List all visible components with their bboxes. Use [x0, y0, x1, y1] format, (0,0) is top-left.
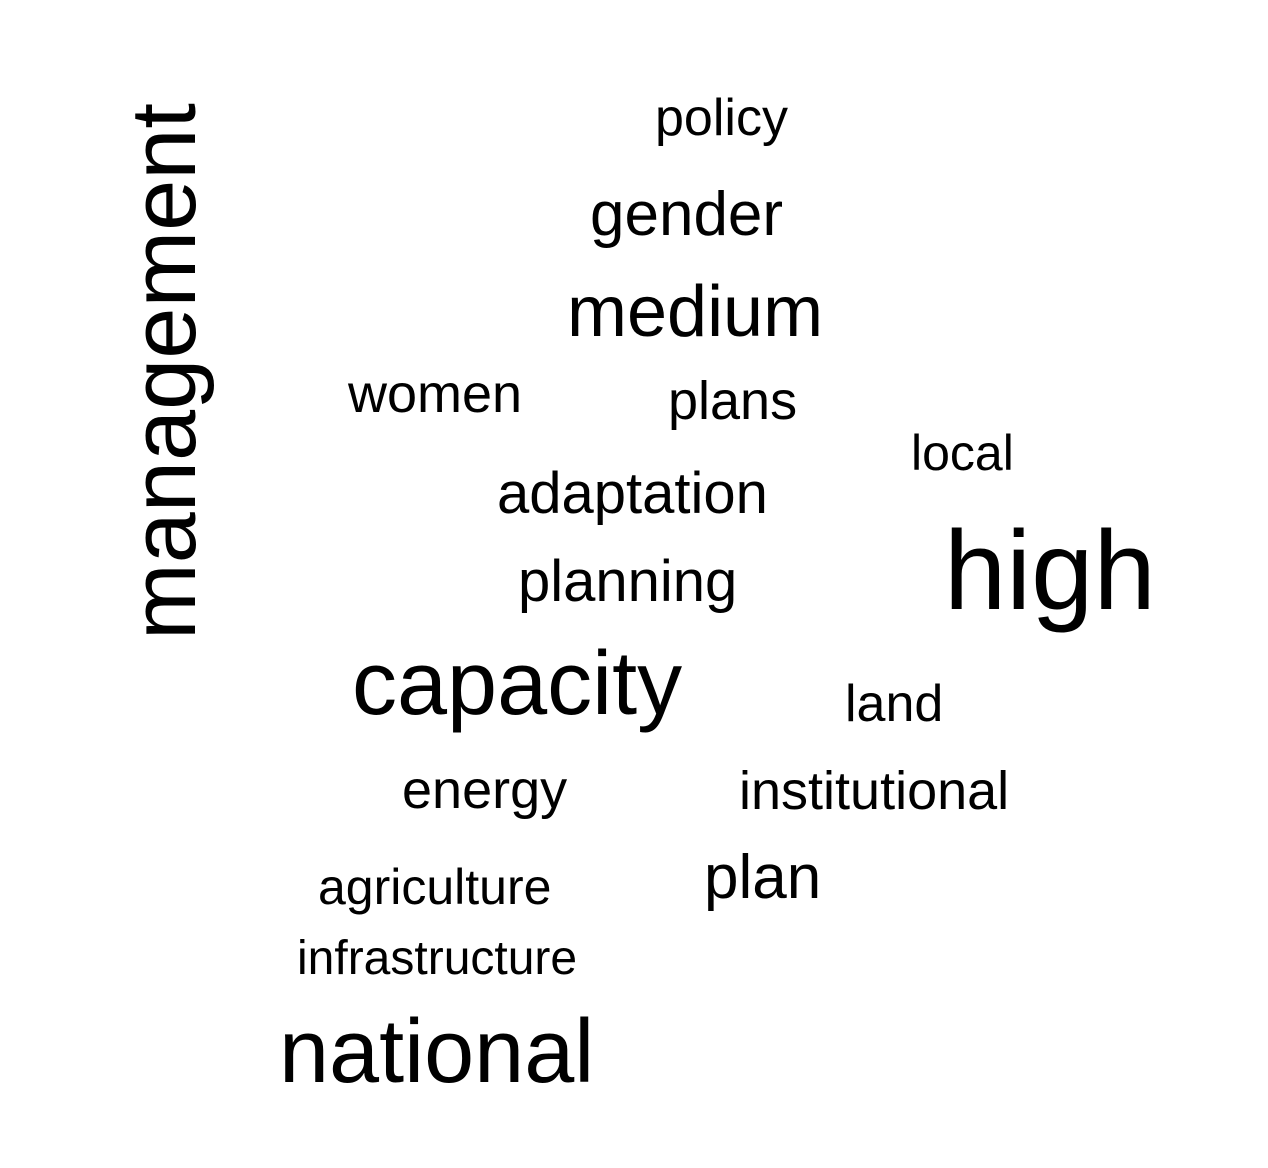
word-agriculture: agriculture [318, 859, 552, 915]
word-policy: policy [655, 89, 788, 147]
word-capacity: capacity [352, 634, 683, 734]
word-management: management [113, 103, 215, 640]
word-institutional: institutional [739, 761, 1010, 821]
word-energy: energy [402, 760, 568, 820]
word-plan: plan [704, 843, 822, 912]
word-high: high [944, 508, 1156, 633]
word-infrastructure: infrastructure [297, 932, 578, 985]
word-medium: medium [567, 272, 824, 352]
word-women: women [348, 364, 523, 424]
word-local: local [911, 425, 1014, 481]
word-gender: gender [590, 180, 784, 249]
word-land: land [845, 675, 944, 733]
word-planning: planning [518, 549, 738, 614]
word-plans: plans [668, 371, 798, 431]
word-adaptation: adaptation [497, 461, 768, 526]
word-national: national [279, 1002, 595, 1102]
